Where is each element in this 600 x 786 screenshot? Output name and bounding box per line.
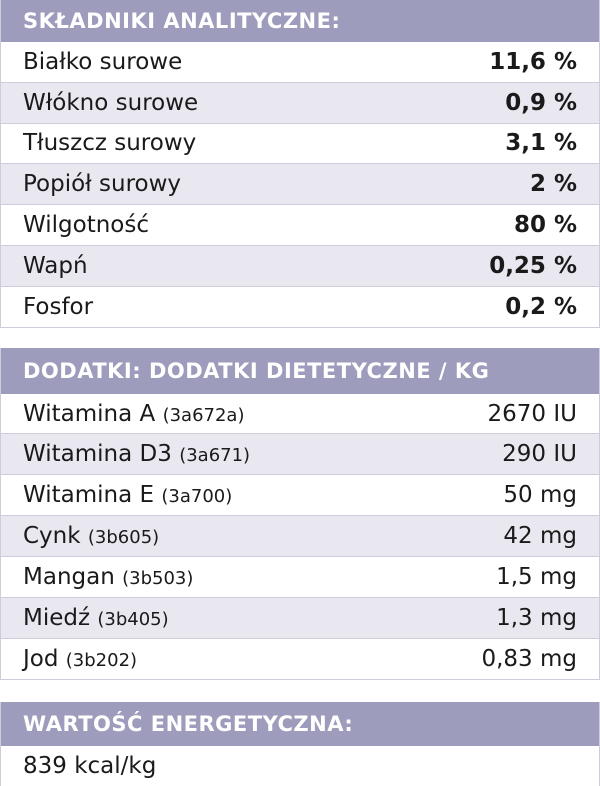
additives-table: DODATKI: DODATKI DIETETYCZNE / KG Witami… <box>0 347 600 680</box>
additive-code: (3b405) <box>97 608 169 630</box>
additive-value: 290 IU <box>502 441 577 468</box>
additive-value: 50 mg <box>503 482 577 509</box>
additive-label: Witamina A (3a672a) <box>23 401 244 427</box>
additive-value: 2670 IU <box>487 400 577 427</box>
additive-label: Witamina E (3a700) <box>23 482 232 508</box>
additive-code: (3a671) <box>179 445 251 467</box>
analytical-components-header: SKŁADNIKI ANALITYCZNE: <box>1 0 599 42</box>
additive-label: Witamina D3 (3a671) <box>23 441 250 467</box>
additive-label: Cynk (3b605) <box>23 523 159 549</box>
table-row: Fosfor 0,2 % <box>1 287 599 328</box>
nutrient-name: Wapń <box>23 252 88 279</box>
additives-header: DODATKI: DODATKI DIETETYCZNE / KG <box>1 347 599 394</box>
table-row: Witamina E (3a700) 50 mg <box>1 475 599 517</box>
table-row: Witamina A (3a672a) 2670 IU <box>1 394 599 435</box>
additive-code: (3b605) <box>87 527 160 549</box>
additive-value: 1,5 mg <box>496 564 577 591</box>
additive-name: Witamina E <box>23 482 155 509</box>
additive-code: (3b202) <box>65 649 138 671</box>
additive-value: 0,83 mg <box>481 645 577 672</box>
table-row: Włókno surowe 0,9 % <box>1 82 599 124</box>
nutrient-name: Fosfor <box>23 293 94 320</box>
table-row: 839 kcal/kg <box>1 746 599 786</box>
nutrient-value: 11,6 % <box>489 48 577 75</box>
energy-value-table: WARTOŚĆ ENERGETYCZNA: 839 kcal/kg <box>0 701 600 786</box>
analytical-components-table: SKŁADNIKI ANALITYCZNE: Białko surowe 11,… <box>0 0 600 328</box>
additive-label: Jod (3b202) <box>23 646 137 672</box>
additive-name: Mangan <box>23 564 115 591</box>
additive-label: Miedź (3b405) <box>23 605 169 631</box>
energy-value-header: WARTOŚĆ ENERGETYCZNA: <box>1 701 599 746</box>
table-row: Tłuszcz surowy 3,1 % <box>1 124 599 165</box>
nutrient-value: 0,25 % <box>489 252 577 279</box>
table-row: Popiół surowy 2 % <box>1 164 599 206</box>
nutrient-value: 2 % <box>529 171 577 198</box>
table-row: Miedź (3b405) 1,3 mg <box>1 598 599 639</box>
nutrient-value: 80 % <box>513 212 577 239</box>
additive-name: Witamina A <box>23 400 156 427</box>
energy-value: 839 kcal/kg <box>23 752 157 779</box>
table-row: Wilgotność 80 % <box>1 205 599 246</box>
nutrient-name: Włókno surowe <box>23 89 199 116</box>
table-row: Cynk (3b605) 42 mg <box>1 516 599 558</box>
table-row: Białko surowe 11,6 % <box>1 42 599 83</box>
nutrient-value: 3,1 % <box>505 130 577 157</box>
additive-value: 1,3 mg <box>496 604 577 631</box>
nutrient-value: 0,2 % <box>505 293 577 320</box>
nutrient-value: 0,9 % <box>505 89 577 116</box>
table-row: Witamina D3 (3a671) 290 IU <box>1 434 599 476</box>
additive-name: Miedź <box>23 604 91 631</box>
nutrient-name: Białko surowe <box>23 48 183 75</box>
additive-code: (3a700) <box>161 486 233 508</box>
table-row: Wapń 0,25 % <box>1 245 599 287</box>
nutrient-name: Popiół surowy <box>23 171 182 198</box>
additive-name: Cynk <box>23 523 81 550</box>
additive-name: Jod <box>23 645 59 672</box>
nutrient-name: Wilgotność <box>23 212 149 239</box>
additive-name: Witamina D3 <box>23 441 172 468</box>
additive-code: (3a672a) <box>162 404 245 426</box>
additive-value: 42 mg <box>503 523 577 550</box>
table-row: Jod (3b202) 0,83 mg <box>1 639 599 680</box>
additive-label: Mangan (3b503) <box>23 564 193 590</box>
table-row: Mangan (3b503) 1,5 mg <box>1 557 599 599</box>
nutrient-name: Tłuszcz surowy <box>23 130 197 157</box>
additive-code: (3b503) <box>122 568 194 590</box>
